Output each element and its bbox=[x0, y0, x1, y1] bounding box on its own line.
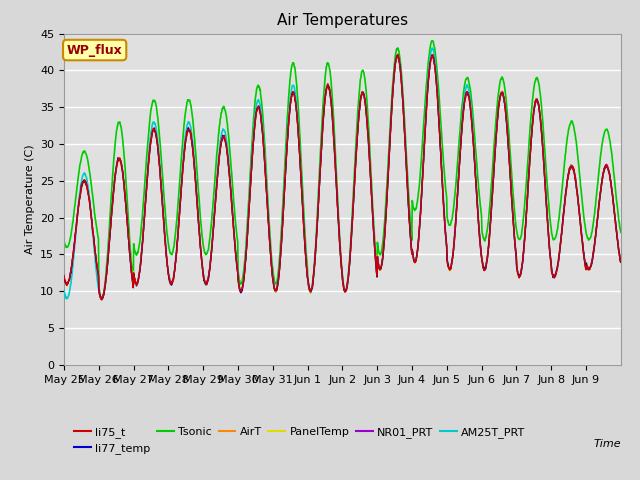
Tsonic bbox=[60, 238, 68, 244]
AM25T_PRT bbox=[317, 143, 325, 149]
PanelTemp bbox=[474, 216, 482, 222]
li75_t bbox=[611, 210, 618, 216]
li77_temp bbox=[556, 246, 564, 252]
AirT bbox=[98, 296, 106, 301]
Line: li77_temp: li77_temp bbox=[64, 55, 621, 299]
Tsonic bbox=[328, 92, 336, 97]
PanelTemp bbox=[148, 133, 156, 139]
AM25T_PRT bbox=[617, 259, 625, 264]
li77_temp bbox=[429, 52, 436, 58]
Line: AirT: AirT bbox=[64, 54, 621, 299]
Tsonic bbox=[148, 105, 156, 111]
Tsonic bbox=[97, 296, 105, 302]
li77_temp bbox=[317, 144, 325, 149]
Text: WP_flux: WP_flux bbox=[67, 44, 122, 57]
Tsonic bbox=[617, 229, 625, 235]
NR01_PRT bbox=[317, 143, 325, 148]
AirT bbox=[148, 134, 156, 140]
NR01_PRT bbox=[148, 136, 156, 142]
li75_t bbox=[148, 136, 156, 142]
PanelTemp bbox=[317, 146, 325, 152]
NR01_PRT bbox=[328, 110, 336, 116]
Tsonic bbox=[428, 38, 436, 44]
PanelTemp bbox=[611, 207, 618, 213]
AirT bbox=[556, 248, 564, 253]
Line: Tsonic: Tsonic bbox=[64, 41, 621, 299]
NR01_PRT bbox=[611, 208, 618, 214]
Tsonic bbox=[611, 174, 618, 180]
Line: li75_t: li75_t bbox=[64, 55, 621, 300]
AirT bbox=[474, 216, 482, 221]
AM25T_PRT bbox=[474, 213, 482, 218]
AM25T_PRT bbox=[611, 208, 618, 214]
AM25T_PRT bbox=[328, 110, 336, 116]
Tsonic bbox=[556, 207, 564, 213]
NR01_PRT bbox=[617, 259, 625, 264]
Tsonic bbox=[317, 127, 325, 133]
Tsonic bbox=[474, 179, 482, 185]
AM25T_PRT bbox=[60, 287, 68, 293]
li75_t bbox=[394, 52, 402, 58]
li77_temp bbox=[328, 111, 336, 117]
AirT bbox=[328, 109, 336, 115]
li75_t bbox=[97, 297, 105, 302]
li77_temp bbox=[60, 275, 68, 280]
NR01_PRT bbox=[60, 274, 68, 279]
AM25T_PRT bbox=[428, 45, 436, 51]
li75_t bbox=[317, 144, 325, 149]
NR01_PRT bbox=[99, 297, 106, 302]
NR01_PRT bbox=[428, 53, 436, 59]
NR01_PRT bbox=[556, 245, 564, 251]
Line: AM25T_PRT: AM25T_PRT bbox=[64, 48, 621, 300]
AirT bbox=[60, 275, 68, 280]
PanelTemp bbox=[394, 52, 401, 58]
Y-axis label: Air Temperature (C): Air Temperature (C) bbox=[24, 144, 35, 254]
AM25T_PRT bbox=[148, 127, 156, 133]
li77_temp bbox=[617, 259, 625, 265]
li75_t bbox=[556, 246, 564, 252]
li75_t bbox=[60, 273, 68, 278]
AirT bbox=[617, 259, 625, 265]
Text: Time: Time bbox=[593, 439, 621, 449]
li75_t bbox=[474, 215, 482, 220]
Title: Air Temperatures: Air Temperatures bbox=[277, 13, 408, 28]
PanelTemp bbox=[556, 245, 564, 251]
Line: NR01_PRT: NR01_PRT bbox=[64, 56, 621, 300]
Legend: li75_t, li77_temp, Tsonic, AirT, PanelTemp, NR01_PRT, AM25T_PRT: li75_t, li77_temp, Tsonic, AirT, PanelTe… bbox=[70, 422, 530, 458]
AM25T_PRT bbox=[556, 247, 564, 252]
li75_t bbox=[617, 258, 625, 264]
AirT bbox=[394, 51, 401, 57]
PanelTemp bbox=[60, 275, 68, 281]
li77_temp bbox=[148, 134, 156, 140]
PanelTemp bbox=[99, 297, 106, 303]
PanelTemp bbox=[328, 111, 336, 117]
li77_temp bbox=[611, 208, 618, 214]
PanelTemp bbox=[617, 260, 625, 265]
AM25T_PRT bbox=[97, 297, 105, 302]
li77_temp bbox=[474, 216, 482, 221]
li75_t bbox=[328, 110, 336, 116]
AirT bbox=[317, 144, 325, 149]
NR01_PRT bbox=[474, 215, 482, 221]
li77_temp bbox=[98, 296, 106, 302]
AirT bbox=[611, 209, 618, 215]
Line: PanelTemp: PanelTemp bbox=[64, 55, 621, 300]
